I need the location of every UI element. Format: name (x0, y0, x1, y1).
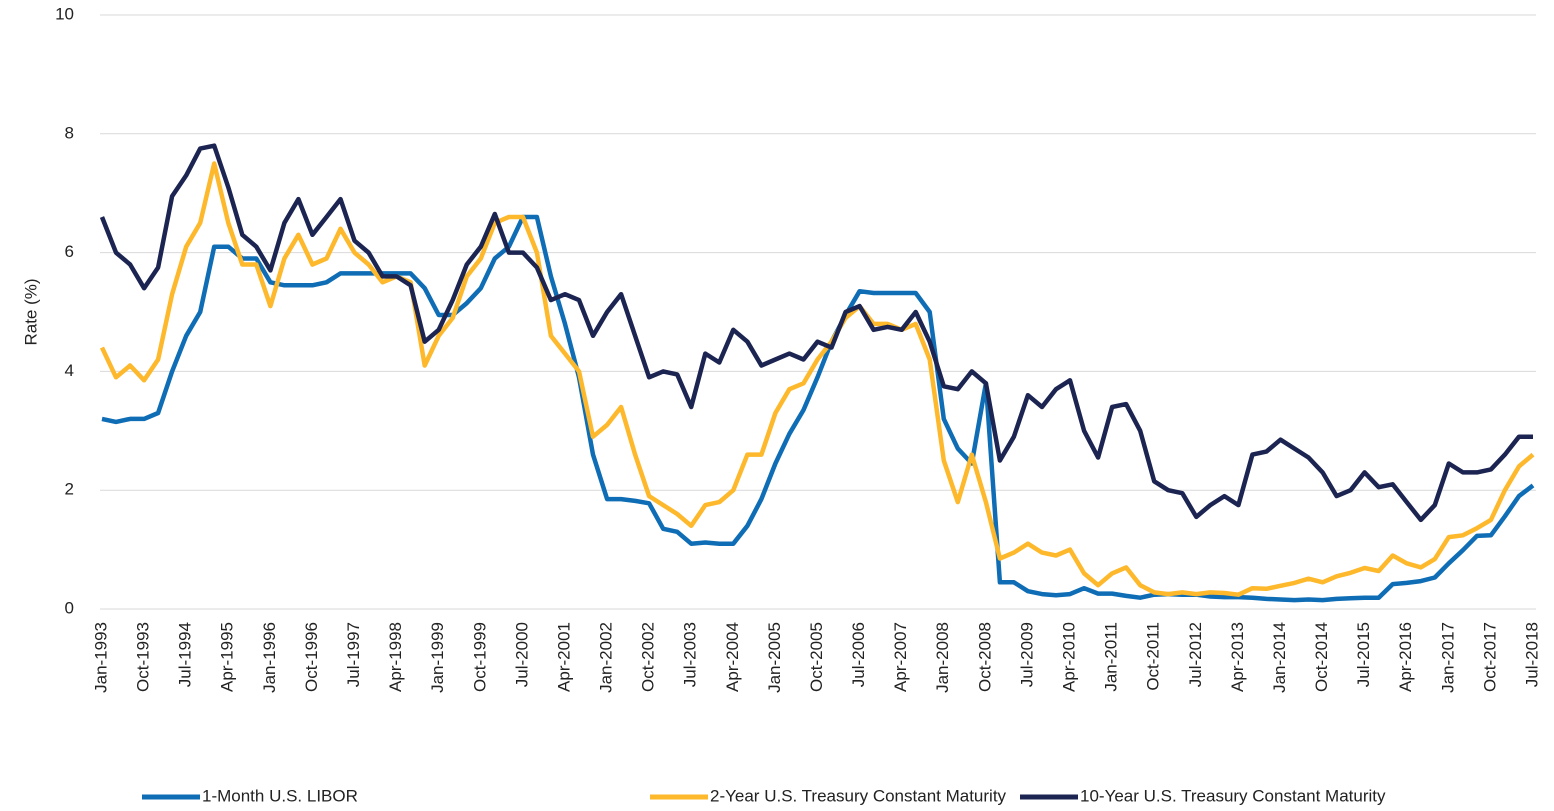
x-tick-label: Apr-2004 (723, 622, 742, 692)
x-tick-label: Oct-1999 (470, 622, 489, 692)
x-tick-label: Jul-2009 (1017, 622, 1036, 687)
x-tick-label: Oct-2005 (807, 622, 826, 692)
x-tick-label: Jul-2012 (1186, 622, 1205, 687)
x-tick-label: Jul-2006 (849, 622, 868, 687)
x-tick-label: Jan-2008 (933, 622, 952, 693)
x-tick-label: Oct-2017 (1480, 622, 1499, 692)
x-tick-label: Apr-1995 (218, 622, 237, 692)
x-tick-label: Jul-2003 (681, 622, 700, 687)
x-tick-label: Oct-2002 (639, 622, 658, 692)
x-tick-label: Apr-2013 (1228, 622, 1247, 692)
x-tick-label: Oct-2008 (975, 622, 994, 692)
x-tick-label: Jul-1997 (344, 622, 363, 687)
x-tick-label: Jan-1996 (260, 622, 279, 693)
x-tick-label: Jan-1999 (428, 622, 447, 693)
x-tick-label: Apr-2016 (1396, 622, 1415, 692)
x-tick-label: Apr-1998 (386, 622, 405, 692)
y-tick-label: 2 (65, 480, 74, 499)
x-tick-label: Jul-1994 (176, 622, 195, 687)
x-tick-label: Jan-1993 (91, 622, 110, 693)
y-tick-label: 8 (65, 123, 74, 142)
x-tick-label: Jan-2017 (1438, 622, 1457, 693)
x-tick-label: Jan-2005 (765, 622, 784, 693)
x-tick-label: Apr-2001 (554, 622, 573, 692)
legend-label: 1-Month U.S. LIBOR (202, 786, 358, 805)
legend-label: 2-Year U.S. Treasury Constant Maturity (710, 786, 1007, 805)
x-tick-label: Oct-2014 (1312, 622, 1331, 692)
x-tick-label: Apr-2010 (1060, 622, 1079, 692)
y-tick-label: 10 (55, 4, 74, 23)
x-tick-label: Apr-2007 (891, 622, 910, 692)
x-tick-label: Jan-2014 (1270, 622, 1289, 693)
x-tick-label: Oct-2011 (1144, 622, 1163, 691)
series-line (101, 214, 1535, 603)
y-tick-label: 4 (65, 361, 74, 380)
x-tick-label: Oct-1996 (302, 622, 321, 692)
x-tick-label: Oct-1993 (134, 622, 153, 692)
x-tick-label: Jan-2002 (597, 622, 616, 693)
series-line (99, 161, 1535, 597)
x-tick-label: Jul-2015 (1354, 622, 1373, 687)
y-tick-label: 6 (65, 242, 74, 261)
y-axis-label: Rate (%) (21, 278, 40, 345)
series-line (99, 143, 1533, 523)
x-tick-label: Jan-2011 (1102, 622, 1121, 692)
y-tick-label: 0 (65, 598, 74, 617)
legend-label: 10-Year U.S. Treasury Constant Maturity (1080, 786, 1386, 805)
x-tick-label: Jul-2018 (1522, 622, 1541, 687)
x-tick-label: Jul-2000 (512, 622, 531, 687)
